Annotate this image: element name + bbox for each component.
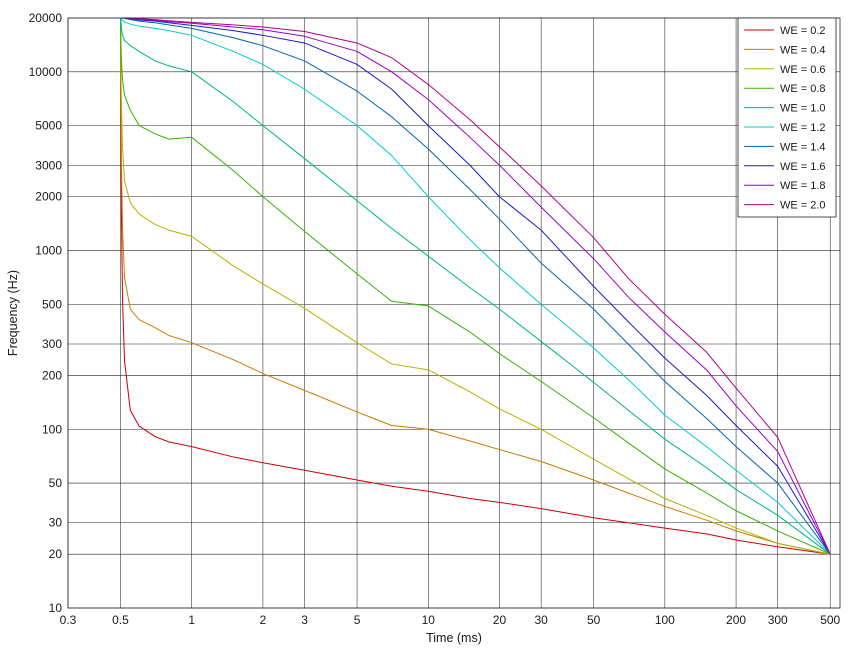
x-tick-label: 50 <box>587 613 601 627</box>
x-tick-label: 0.5 <box>112 613 129 627</box>
y-tick-labels: 10 20 30 50 100 200 300 500 1000 2000 3000 5000 1000… <box>29 11 63 615</box>
series-line-6 <box>120 17 831 555</box>
x-tick-label: 10 <box>422 613 436 627</box>
x-tick-labels: 0.3 0.5 1 2 3 5 10 20 30 50 100 200 300 500 <box>60 613 841 627</box>
x-tick-label: 30 <box>534 613 548 627</box>
series-line-4 <box>119 17 831 555</box>
plot-area <box>68 18 840 608</box>
legend-entry: WE = 1.8 <box>780 180 826 192</box>
x-tick-label: 500 <box>820 613 840 627</box>
x-tick-label: 1 <box>188 613 195 627</box>
x-tick-label: 0.3 <box>60 613 77 627</box>
series-line-2 <box>119 17 831 555</box>
legend-entry: WE = 0.2 <box>780 25 826 37</box>
y-tick-label: 1000 <box>35 244 62 258</box>
x-tick-label: 100 <box>655 613 675 627</box>
x-tick-label: 20 <box>493 613 507 627</box>
y-tick-label: 200 <box>42 368 62 382</box>
legend-entry: WE = 1.4 <box>780 141 826 153</box>
x-tick-label: 2 <box>260 613 267 627</box>
legend-entry: WE = 1.2 <box>780 122 826 134</box>
y-tick-label: 20000 <box>29 11 63 25</box>
plot-frame <box>67 17 841 609</box>
y-tick-label: 5000 <box>35 119 62 133</box>
y-tick-label: 300 <box>42 337 62 351</box>
series-line-5 <box>119 17 831 555</box>
x-tick-label: 200 <box>726 613 746 627</box>
legend-entry: WE = 0.6 <box>780 64 826 76</box>
legend-box <box>737 17 837 218</box>
legend-entry: WE = 1.0 <box>780 103 826 115</box>
legend-entry: WE = 0.8 <box>780 83 826 95</box>
y-axis-label: Frequency (Hz) <box>6 270 20 356</box>
y-tick-label: 3000 <box>35 158 62 172</box>
y-tick-label: 10000 <box>29 65 63 79</box>
y-tick-label: 50 <box>49 476 63 490</box>
legend-entry: WE = 2.0 <box>780 200 826 212</box>
x-tick-label: 3 <box>301 613 308 627</box>
x-axis-label: Time (ms) <box>426 631 482 645</box>
y-tick-label: 100 <box>42 422 62 436</box>
legend-entry: WE = 1.6 <box>780 161 826 173</box>
series-line-1 <box>119 17 831 555</box>
y-tick-label: 20 <box>49 547 63 561</box>
legend: WE = 0.2 WE = 0.4 WE = 0.6 WE = 0.8 WE = 1.0… <box>737 17 837 218</box>
x-tick-label: 300 <box>768 613 788 627</box>
y-tick-label: 2000 <box>35 190 62 204</box>
y-tick-label: 10 <box>49 601 63 615</box>
legend-entry: WE = 0.4 <box>780 44 826 56</box>
x-tick-label: 5 <box>354 613 361 627</box>
y-tick-label: 500 <box>42 297 62 311</box>
y-tick-label: 30 <box>49 516 63 530</box>
series-line-3 <box>119 17 831 555</box>
